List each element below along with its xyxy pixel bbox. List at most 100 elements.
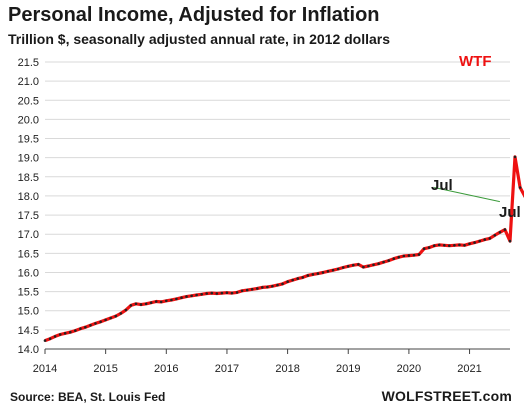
y-tick-label: 19.5 [18,134,39,146]
data-point [286,280,289,284]
y-tick-label: 19.0 [18,153,39,165]
data-point [468,242,471,246]
data-point [306,274,310,277]
data-point [382,260,385,264]
data-point [225,291,229,295]
data-point [149,301,153,305]
trendline [434,187,500,203]
data-point [119,312,123,315]
data-point [341,266,345,269]
x-tick-label: 2016 [154,363,178,375]
data-point [190,294,193,298]
data-point [104,318,107,322]
chart-subtitle: Trillion $, seasonally adjusted annual r… [8,31,391,47]
data-point [372,263,375,267]
x-tick-label: 2021 [457,363,481,375]
data-point [346,265,350,268]
data-point [235,291,239,294]
x-tick-label: 2017 [215,363,239,375]
data-point [437,243,441,247]
data-point [397,255,401,259]
data-point [129,304,133,307]
data-point [69,330,72,334]
data-point [311,273,315,276]
y-tick-label: 16.5 [18,248,39,260]
data-point [478,239,482,243]
data-point [432,244,436,247]
chart-title: Personal Income, Adjusted for Inflation [8,4,380,26]
data-point [245,288,249,292]
data-point [336,267,340,271]
data-point [210,291,214,295]
data-point [508,239,512,243]
data-point [453,244,456,247]
y-tick-label: 20.0 [18,114,39,126]
data-point [513,155,517,159]
data-point [109,316,112,320]
data-point [316,272,320,275]
data-point [427,246,431,249]
data-point [326,270,330,273]
data-point [321,271,325,274]
annotation-wtf: WTF [459,53,491,70]
x-tick-label: 2014 [33,363,57,375]
data-point [165,299,168,303]
data-point [458,243,461,247]
data-point [498,231,502,234]
data-point [170,298,173,302]
y-tick-label: 16.0 [18,267,39,279]
data-point [215,292,219,295]
data-point [352,263,355,267]
data-point [230,291,234,295]
data-point [89,324,92,327]
data-point [195,293,198,297]
data-point [180,296,183,300]
data-point [392,257,396,261]
data-point [448,244,451,247]
data-point [412,253,416,257]
series-line [44,155,524,343]
data-point [296,277,300,280]
y-tick-label: 21.0 [18,76,39,88]
data-point [240,289,244,293]
data-point [483,238,487,241]
data-point [94,322,97,325]
data-point [407,254,411,257]
y-tick-label: 21.5 [18,57,39,69]
data-point [276,283,279,287]
data-point [255,287,259,290]
data-point [48,337,52,341]
data-point [74,329,77,332]
data-point [463,244,466,247]
data-point [43,339,47,342]
annotation-jul-2021: Jul [499,204,521,221]
y-tick-label: 17.5 [18,210,39,222]
data-point [387,259,391,262]
x-axis-ticks: 2014 2015 2016 2017 2018 2019 2020 2021 [33,349,482,375]
x-tick-label: 2019 [336,363,360,375]
x-tick-label: 2020 [397,363,421,375]
data-point [261,286,264,289]
y-tick-label: 18.0 [18,191,39,203]
data-point [139,303,143,306]
data-point [488,237,492,240]
data-point [362,265,365,269]
data-point [266,285,269,289]
data-point [503,228,507,231]
data-point [331,268,335,272]
data-point [200,293,203,296]
data-point [99,320,102,324]
data-point [357,263,360,266]
x-tick-label: 2018 [275,363,299,375]
data-point [417,253,421,256]
data-point [114,314,118,318]
x-tick-label: 2015 [93,363,117,375]
y-tick-label: 15.5 [18,287,39,299]
data-point [493,234,497,237]
annotation-jul-2020: Jul [431,177,453,194]
data-point [301,276,305,279]
series-markers [43,155,524,342]
data-point [159,300,163,304]
y-tick-label: 14.0 [18,344,39,356]
data-point [205,292,208,295]
